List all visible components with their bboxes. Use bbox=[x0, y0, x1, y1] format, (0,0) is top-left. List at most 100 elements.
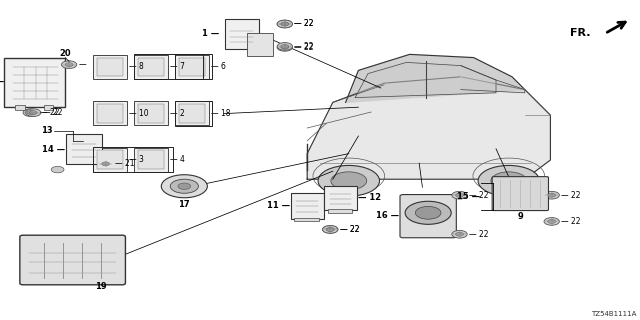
Circle shape bbox=[65, 63, 73, 67]
Text: — 22: — 22 bbox=[294, 42, 314, 51]
Text: 17: 17 bbox=[179, 200, 190, 209]
Circle shape bbox=[51, 166, 64, 173]
FancyBboxPatch shape bbox=[400, 195, 456, 238]
Text: 1 —: 1 — bbox=[202, 29, 219, 38]
Circle shape bbox=[544, 191, 559, 199]
Circle shape bbox=[548, 193, 556, 197]
FancyBboxPatch shape bbox=[138, 104, 164, 123]
Circle shape bbox=[491, 172, 527, 190]
Circle shape bbox=[548, 220, 556, 223]
Circle shape bbox=[318, 165, 380, 196]
Circle shape bbox=[170, 179, 198, 193]
Circle shape bbox=[544, 218, 559, 225]
Circle shape bbox=[281, 22, 289, 26]
Circle shape bbox=[456, 232, 463, 236]
Text: 16 —: 16 — bbox=[376, 212, 399, 220]
Text: — 22: — 22 bbox=[40, 108, 60, 117]
Circle shape bbox=[281, 45, 289, 49]
Bar bbox=[175, 101, 212, 126]
Text: 13: 13 bbox=[41, 126, 52, 135]
FancyBboxPatch shape bbox=[66, 134, 102, 164]
Circle shape bbox=[452, 191, 467, 199]
Text: — 22: — 22 bbox=[340, 225, 359, 234]
FancyBboxPatch shape bbox=[179, 58, 205, 76]
Text: — 10: — 10 bbox=[129, 109, 149, 118]
Text: — 22: — 22 bbox=[294, 20, 314, 28]
Text: — 6: — 6 bbox=[211, 62, 226, 71]
Text: — 22: — 22 bbox=[294, 20, 314, 28]
FancyBboxPatch shape bbox=[247, 33, 273, 56]
FancyBboxPatch shape bbox=[492, 177, 548, 211]
Text: 9: 9 bbox=[518, 212, 523, 221]
Circle shape bbox=[27, 111, 35, 115]
FancyBboxPatch shape bbox=[175, 101, 209, 125]
FancyBboxPatch shape bbox=[93, 55, 127, 79]
FancyBboxPatch shape bbox=[291, 193, 324, 219]
Text: — 22: — 22 bbox=[561, 191, 580, 200]
Bar bbox=[15, 105, 25, 110]
Polygon shape bbox=[355, 62, 496, 98]
Text: — 4: — 4 bbox=[170, 155, 185, 164]
Circle shape bbox=[323, 226, 338, 233]
Text: 5 —: 5 — bbox=[0, 77, 4, 86]
Bar bbox=[134, 54, 203, 79]
Circle shape bbox=[323, 226, 338, 233]
Circle shape bbox=[29, 111, 37, 115]
Text: 11 —: 11 — bbox=[267, 201, 290, 210]
Circle shape bbox=[98, 160, 113, 168]
FancyBboxPatch shape bbox=[324, 186, 357, 210]
Text: — 22: — 22 bbox=[469, 230, 488, 239]
Circle shape bbox=[452, 230, 467, 238]
Polygon shape bbox=[461, 66, 525, 93]
Text: — 21: — 21 bbox=[115, 159, 134, 168]
Text: — 22: — 22 bbox=[340, 225, 359, 234]
Circle shape bbox=[277, 20, 292, 28]
FancyBboxPatch shape bbox=[179, 104, 205, 123]
FancyBboxPatch shape bbox=[138, 150, 164, 169]
FancyBboxPatch shape bbox=[97, 150, 123, 169]
FancyBboxPatch shape bbox=[97, 104, 123, 123]
Text: — 22: — 22 bbox=[294, 43, 314, 52]
Circle shape bbox=[326, 228, 334, 231]
Text: — 3: — 3 bbox=[129, 155, 144, 164]
Circle shape bbox=[405, 201, 451, 224]
Text: —: — bbox=[79, 60, 89, 69]
Circle shape bbox=[277, 44, 292, 51]
Circle shape bbox=[281, 44, 289, 48]
Circle shape bbox=[415, 206, 441, 219]
Polygon shape bbox=[307, 77, 550, 179]
Circle shape bbox=[161, 175, 207, 198]
Circle shape bbox=[277, 43, 292, 50]
FancyBboxPatch shape bbox=[134, 101, 168, 125]
FancyBboxPatch shape bbox=[225, 19, 259, 49]
Text: — 22: — 22 bbox=[561, 217, 580, 226]
Text: 14 —: 14 — bbox=[42, 145, 65, 154]
Text: — 7: — 7 bbox=[170, 62, 185, 71]
FancyBboxPatch shape bbox=[138, 58, 164, 76]
Text: 19: 19 bbox=[95, 282, 106, 291]
Circle shape bbox=[331, 172, 367, 190]
FancyBboxPatch shape bbox=[134, 55, 168, 79]
FancyBboxPatch shape bbox=[93, 148, 127, 172]
Circle shape bbox=[456, 193, 463, 197]
Circle shape bbox=[178, 183, 191, 189]
FancyBboxPatch shape bbox=[20, 235, 125, 285]
Circle shape bbox=[23, 109, 38, 116]
Circle shape bbox=[102, 162, 109, 166]
Circle shape bbox=[26, 109, 41, 116]
Text: — 22: — 22 bbox=[469, 191, 488, 200]
Circle shape bbox=[277, 20, 292, 28]
Text: — 2: — 2 bbox=[170, 109, 185, 118]
Polygon shape bbox=[346, 54, 525, 102]
Bar bbox=[294, 218, 319, 221]
Bar bbox=[175, 54, 212, 79]
Circle shape bbox=[61, 61, 77, 68]
Text: TZ54B1111A: TZ54B1111A bbox=[591, 311, 637, 317]
Circle shape bbox=[326, 228, 334, 231]
FancyBboxPatch shape bbox=[93, 101, 127, 125]
Text: — 18: — 18 bbox=[211, 109, 230, 118]
Text: — 12: — 12 bbox=[358, 193, 381, 202]
Text: — 22: — 22 bbox=[43, 108, 62, 117]
Text: FR.: FR. bbox=[570, 28, 590, 38]
Text: — 8: — 8 bbox=[129, 62, 144, 71]
